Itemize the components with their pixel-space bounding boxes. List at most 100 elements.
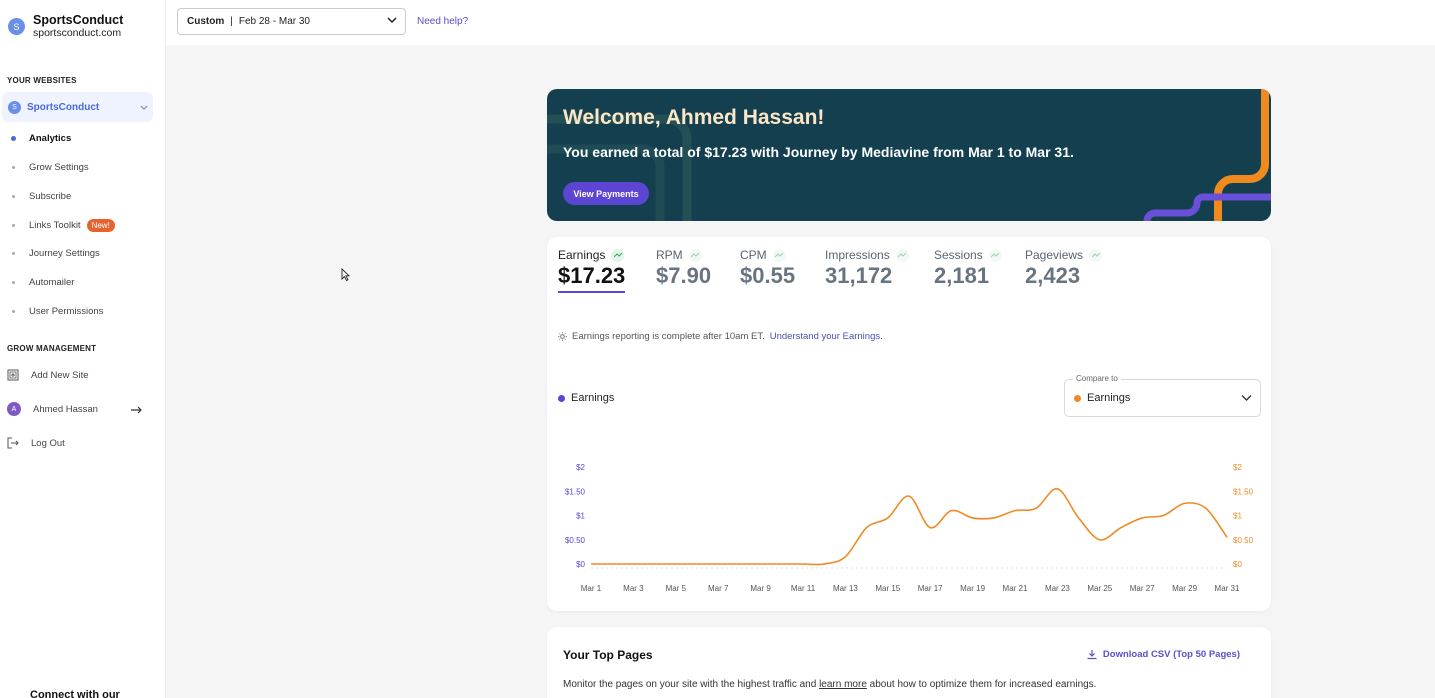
- x-tick-label: Mar 25: [1087, 584, 1112, 593]
- y-tick-label-right: $2: [1233, 463, 1242, 472]
- date-range-select[interactable]: Custom | Feb 28 - Mar 30: [177, 8, 406, 35]
- x-tick-label: Mar 5: [666, 584, 687, 593]
- grow-management-title: GROW MANAGEMENT: [7, 344, 97, 353]
- trend-up-icon: [611, 248, 625, 262]
- active-tab-indicator: [558, 291, 626, 293]
- metric-earnings[interactable]: Earnings $17.23: [558, 248, 626, 293]
- sidebar-item-journey-settings[interactable]: Journey Settings: [12, 246, 100, 260]
- user-name: Ahmed Hassan: [33, 403, 98, 415]
- chevron-down-icon: [1241, 395, 1252, 401]
- x-tick-label: Mar 1: [581, 584, 602, 593]
- log-out-button[interactable]: Log Out: [7, 435, 65, 451]
- sidebar-item-links-toolkit[interactable]: Links Toolkit New!: [12, 218, 115, 232]
- x-tick-label: Mar 29: [1172, 584, 1197, 593]
- x-tick-label: Mar 7: [708, 584, 729, 593]
- x-tick-label: Mar 31: [1215, 584, 1240, 593]
- brand[interactable]: S SportsConduct sportsconduct.com: [8, 14, 123, 39]
- brand-avatar: S: [8, 18, 25, 35]
- banner-decoration: [547, 89, 1271, 221]
- download-csv-button[interactable]: Download CSV (Top 50 Pages): [1087, 649, 1240, 660]
- bullet-icon: [12, 309, 15, 313]
- add-new-site-button[interactable]: Add New Site: [7, 367, 89, 383]
- site-selector[interactable]: S SportsConduct: [2, 92, 153, 122]
- legend-label: Earnings: [571, 392, 615, 404]
- bullet-icon: [12, 223, 15, 227]
- earnings-note: Earnings reporting is complete after 10a…: [558, 331, 883, 342]
- earnings-summary: You earned a total of $17.23 with Journe…: [563, 144, 1074, 160]
- mouse-cursor-icon: [341, 268, 351, 282]
- sidebar-item-grow-settings[interactable]: Grow Settings: [12, 160, 89, 174]
- sidebar-item-label: Journey Settings: [29, 247, 100, 259]
- metric-label: Earnings: [558, 248, 606, 262]
- metric-impressions[interactable]: Impressions 31,172: [825, 248, 909, 289]
- y-tick-label-left: $0.50: [565, 536, 586, 545]
- welcome-banner: Welcome, Ahmed Hassan! You earned a tota…: [547, 89, 1271, 221]
- top-pages-card: Your Top Pages Download CSV (Top 50 Page…: [547, 627, 1271, 698]
- metric-value: 2,423: [1025, 263, 1081, 288]
- y-tick-label-left: $1.50: [565, 487, 586, 496]
- sidebar-item-analytics[interactable]: Analytics: [11, 131, 71, 145]
- log-out-label: Log Out: [31, 437, 65, 449]
- chart-legend: Earnings: [558, 392, 614, 404]
- sidebar-item-user-permissions[interactable]: User Permissions: [12, 304, 103, 318]
- sidebar-item-label: Subscribe: [29, 190, 72, 202]
- view-payments-button[interactable]: View Payments: [563, 182, 649, 205]
- x-tick-label: Mar 15: [875, 584, 900, 593]
- bullet-icon: [12, 280, 15, 284]
- learn-more-link[interactable]: learn more: [819, 679, 867, 690]
- metric-label: Impressions: [825, 248, 890, 262]
- y-tick-label-right: $0.50: [1233, 536, 1254, 545]
- trend-up-icon: [988, 248, 1002, 262]
- metric-rpm[interactable]: RPM $7.90: [656, 248, 711, 289]
- metric-label: RPM: [656, 248, 683, 262]
- x-tick-label: Mar 9: [750, 584, 771, 593]
- brand-url: sportsconduct.com: [33, 27, 122, 39]
- trend-up-icon: [688, 248, 702, 262]
- metric-label: CPM: [740, 248, 767, 262]
- y-tick-label-right: $0: [1233, 560, 1242, 569]
- x-tick-label: Mar 3: [623, 584, 644, 593]
- compare-caption: Compare to: [1073, 374, 1121, 383]
- x-tick-label: Mar 17: [918, 584, 943, 593]
- understand-earnings-link[interactable]: Understand your Earnings.: [769, 331, 883, 342]
- sidebar-item-label: Grow Settings: [29, 161, 89, 173]
- sidebar-item-subscribe[interactable]: Subscribe: [12, 189, 71, 203]
- x-tick-label: Mar 13: [833, 584, 858, 593]
- desc-text: Monitor the pages on your site with the …: [563, 679, 817, 690]
- y-tick-label-left: $2: [576, 463, 585, 472]
- download-csv-label: Download CSV (Top 50 Pages): [1102, 649, 1240, 660]
- note-text: Earnings reporting is complete after 10a…: [572, 331, 765, 342]
- welcome-title: Welcome, Ahmed Hassan!: [563, 106, 825, 129]
- analytics-card: Earnings $17.23 RPM $7.90 CPM $0.55 Impr…: [547, 237, 1271, 611]
- range-separator: |: [230, 16, 233, 27]
- compare-value: Earnings: [1087, 392, 1131, 404]
- metric-cpm[interactable]: CPM $0.55: [740, 248, 795, 289]
- metric-value: 2,181: [934, 263, 990, 288]
- need-help-link[interactable]: Need help?: [417, 16, 469, 27]
- metric-pageviews[interactable]: Pageviews 2,423: [1025, 248, 1103, 289]
- chevron-down-icon[interactable]: [135, 102, 153, 112]
- your-websites-title: YOUR WEBSITES: [7, 76, 77, 85]
- top-pages-title: Your Top Pages: [563, 648, 653, 662]
- y-tick-label-right: $1: [1233, 512, 1242, 521]
- metric-sessions[interactable]: Sessions 2,181: [934, 248, 1002, 289]
- chevron-down-icon: [387, 17, 397, 24]
- trend-up-icon: [895, 248, 909, 262]
- add-new-site-label: Add New Site: [31, 369, 89, 381]
- user-menu[interactable]: A Ahmed Hassan: [7, 401, 98, 417]
- connect-heading: Connect with our: [30, 689, 120, 698]
- compare-to-select[interactable]: Compare to Earnings: [1064, 374, 1261, 417]
- logout-icon: [7, 437, 19, 449]
- metric-value: $7.90: [656, 263, 712, 288]
- brand-name: SportsConduct: [33, 13, 124, 27]
- arrow-right-icon[interactable]: [131, 402, 143, 417]
- top-pages-description: Monitor the pages on your site with the …: [563, 679, 1096, 690]
- y-tick-label-left: $1: [576, 512, 585, 521]
- sidebar: S SportsConduct sportsconduct.com YOUR W…: [0, 0, 166, 698]
- metric-label: Pageviews: [1025, 248, 1084, 262]
- x-tick-label: Mar 27: [1130, 584, 1155, 593]
- y-tick-label-right: $1.50: [1233, 487, 1254, 496]
- sidebar-item-label: Automailer: [29, 276, 75, 288]
- metric-value: $17.23: [558, 263, 626, 288]
- sidebar-item-automailer[interactable]: Automailer: [12, 275, 74, 289]
